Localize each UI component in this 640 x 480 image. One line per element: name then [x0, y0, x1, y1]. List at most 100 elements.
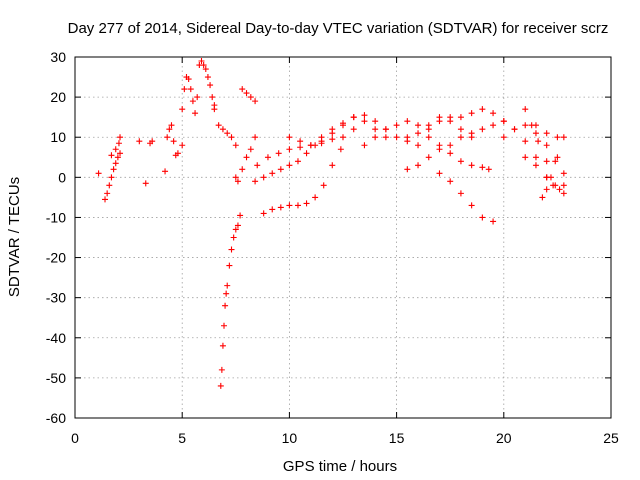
data-point	[114, 154, 121, 161]
data-point	[254, 162, 261, 169]
data-point	[329, 126, 336, 133]
data-point	[404, 166, 411, 173]
data-point	[303, 200, 310, 207]
data-point	[189, 98, 196, 105]
data-point	[226, 262, 233, 269]
data-point	[457, 190, 464, 197]
series-arc-y	[532, 122, 567, 141]
data-point	[219, 342, 226, 349]
data-point	[457, 158, 464, 165]
data-point	[194, 94, 201, 101]
x-tick-label: 10	[282, 430, 298, 446]
data-point	[404, 134, 411, 141]
data-point	[192, 110, 199, 117]
data-point	[211, 106, 218, 113]
data-point	[110, 166, 117, 173]
data-point	[436, 142, 443, 149]
data-point	[294, 202, 301, 209]
data-point	[260, 210, 267, 217]
data-point	[232, 226, 239, 233]
y-tick-label: -50	[46, 370, 66, 386]
data-point	[547, 174, 554, 181]
data-point	[560, 170, 567, 177]
data-point	[320, 182, 327, 189]
data-point	[162, 168, 169, 175]
data-point	[286, 134, 293, 141]
data-point	[174, 150, 181, 157]
data-point	[500, 134, 507, 141]
data-point	[209, 94, 216, 101]
series-arc-w	[522, 106, 567, 197]
data-point	[468, 110, 475, 117]
data-point	[490, 110, 497, 117]
x-tick-label: 5	[178, 430, 186, 446]
data-point	[550, 182, 557, 189]
data-point	[224, 282, 231, 289]
series-arc-g	[211, 106, 239, 149]
data-point	[447, 118, 454, 125]
data-point	[106, 182, 113, 189]
data-point	[221, 322, 228, 329]
data-point	[112, 160, 119, 167]
data-point	[425, 134, 432, 141]
data-point	[286, 202, 293, 209]
data-point	[243, 154, 250, 161]
data-point	[260, 174, 267, 181]
data-point	[207, 82, 214, 89]
data-point	[532, 154, 539, 161]
data-point	[552, 158, 559, 165]
data-point	[181, 86, 188, 93]
data-point	[179, 106, 186, 113]
data-point	[307, 142, 314, 149]
data-point	[269, 170, 276, 177]
y-tick-label: 30	[50, 49, 66, 65]
data-point	[185, 76, 192, 83]
data-point	[485, 166, 492, 173]
data-point	[404, 118, 411, 125]
data-point	[277, 204, 284, 211]
data-point	[554, 154, 561, 161]
series-arc-x	[522, 154, 567, 193]
y-tick-label: -10	[46, 209, 66, 225]
data-point	[243, 90, 250, 97]
y-tick-label: 10	[50, 129, 66, 145]
x-tick-label: 25	[603, 430, 619, 446]
data-point	[457, 126, 464, 133]
data-point	[200, 62, 207, 69]
plot-frame	[74, 56, 612, 419]
data-point	[350, 126, 357, 133]
series-arc-e	[179, 74, 201, 117]
data-point	[234, 222, 241, 229]
data-point	[237, 212, 244, 219]
data-point	[490, 122, 497, 129]
data-point	[239, 86, 246, 93]
data-point	[415, 122, 422, 129]
data-point	[393, 122, 400, 129]
series-arc-c	[136, 138, 156, 187]
data-point	[457, 134, 464, 141]
series-arc-j	[239, 86, 259, 105]
data-point	[286, 162, 293, 169]
data-point	[232, 142, 239, 149]
series-arc-o	[318, 112, 422, 149]
series-arc-q	[404, 114, 475, 141]
data-point	[522, 122, 529, 129]
data-point	[447, 142, 454, 149]
data-point	[372, 118, 379, 125]
data-point	[230, 234, 237, 241]
data-point	[277, 166, 284, 173]
data-point	[108, 152, 115, 159]
data-point	[222, 302, 229, 309]
series-arc-l	[252, 142, 319, 185]
series-arc-a	[102, 150, 124, 203]
series-arc-z	[539, 158, 559, 201]
data-point	[415, 142, 422, 149]
data-point	[372, 126, 379, 133]
data-point	[252, 98, 259, 105]
data-point	[468, 202, 475, 209]
data-point	[560, 134, 567, 141]
data-point	[479, 164, 486, 171]
y-axis-label: SDTVAR / TECUs	[6, 177, 23, 297]
data-point	[539, 194, 546, 201]
data-point	[202, 66, 209, 73]
